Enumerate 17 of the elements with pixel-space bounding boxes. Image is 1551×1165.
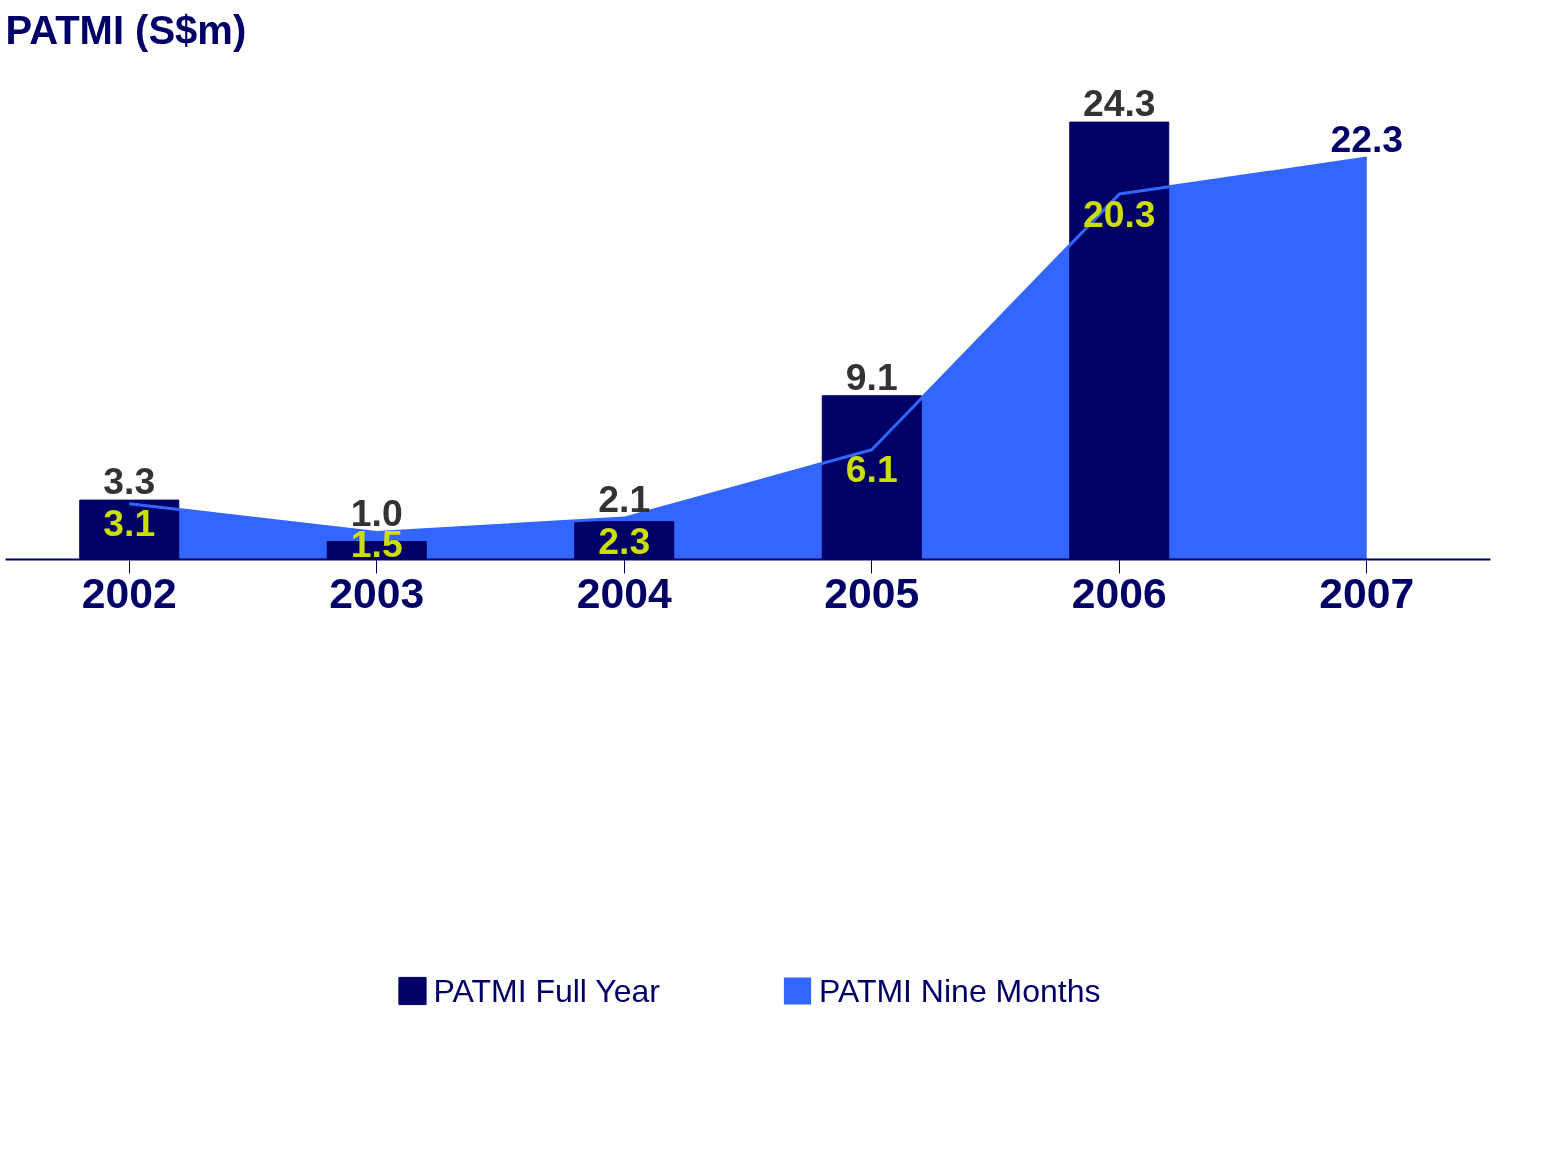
data-label: 3.3 [103, 460, 156, 503]
data-label: 22.3 [1330, 118, 1404, 161]
x-tick-label: 2004 [576, 568, 672, 617]
legend-label: PATMI Full Year [433, 972, 660, 1010]
x-tick-label: 2002 [81, 568, 177, 617]
x-tick-label: 2006 [1071, 568, 1167, 617]
x-tick-label: 2007 [1319, 568, 1415, 617]
data-label: 9.1 [845, 355, 898, 398]
data-label: 24.3 [1082, 82, 1156, 125]
x-tick-label: 2003 [329, 568, 425, 617]
legend-label: PATMI Nine Months [818, 972, 1101, 1010]
x-tick-label: 2005 [824, 568, 920, 617]
data-label: 2.1 [598, 478, 651, 521]
data-label: 6.1 [845, 448, 898, 491]
data-label: 2.3 [598, 520, 651, 563]
data-label: 3.1 [103, 502, 156, 545]
chart-title: PATMI (S$m) [5, 7, 247, 52]
